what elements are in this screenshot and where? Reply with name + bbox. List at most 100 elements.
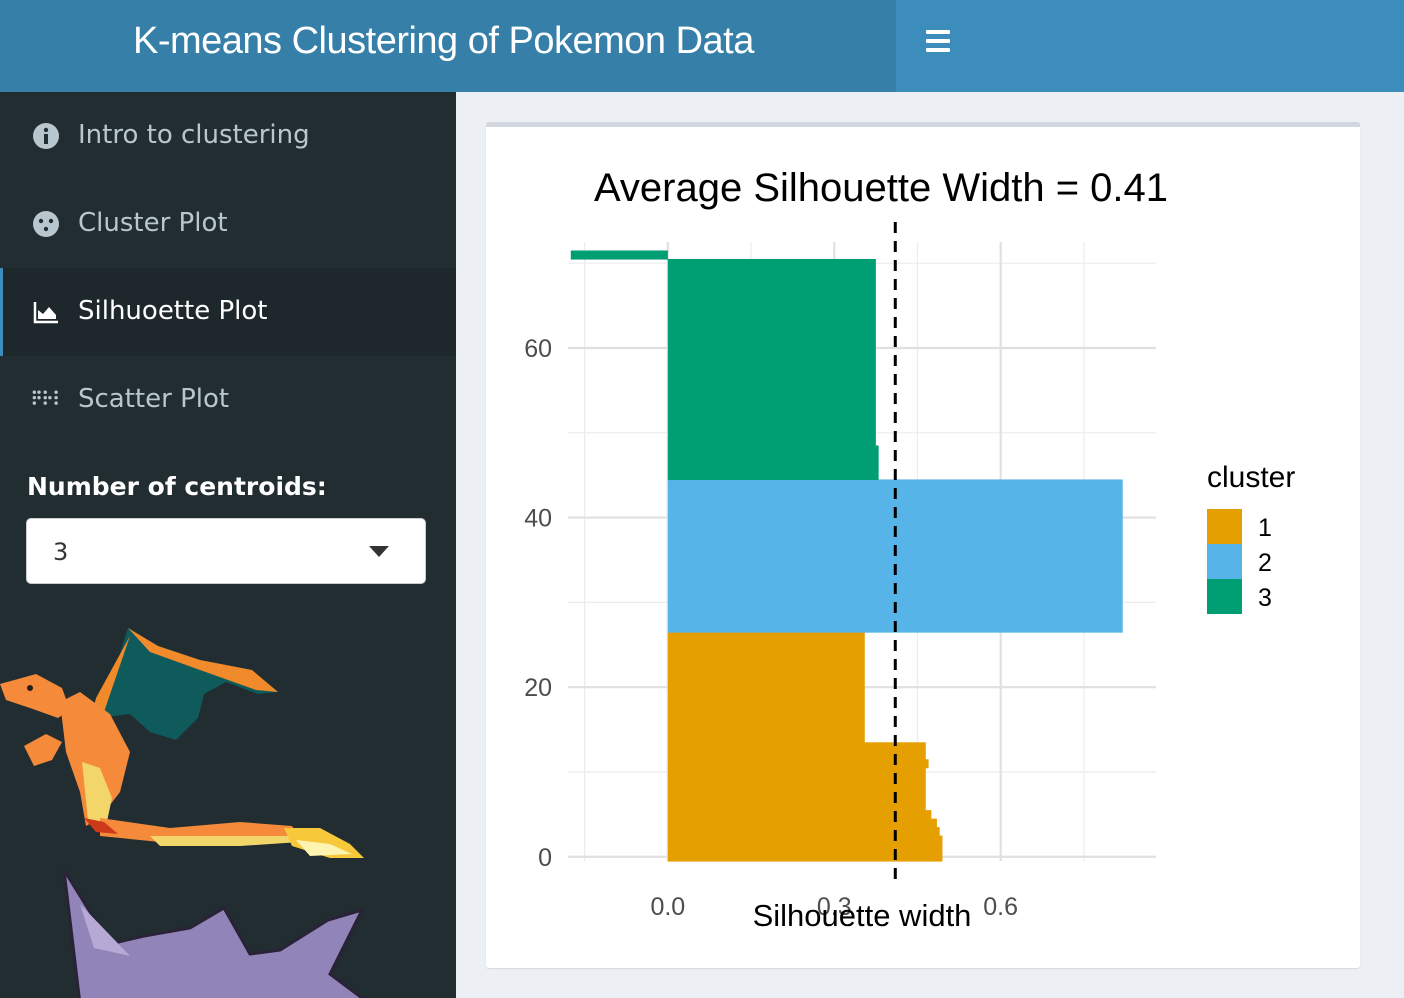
silhouette-bar-cluster-1 (667, 649, 865, 659)
silhouette-bar-cluster-3 (667, 335, 876, 345)
silhouette-bar-cluster-1 (667, 844, 943, 854)
app-title: K-means Clustering of Pokemon Data (133, 20, 754, 62)
silhouette-bar-cluster-3 (667, 292, 876, 302)
x-tick-label: 0.0 (650, 893, 685, 921)
sidebar-item-label: Silhuoette Plot (78, 296, 268, 326)
silhouette-bar-cluster-1 (667, 699, 865, 709)
silhouette-bar-cluster-3 (667, 258, 876, 269)
silhouette-bar-cluster-2 (667, 589, 1123, 599)
legend-swatch-2 (1207, 544, 1242, 579)
silhouette-bar-cluster-2 (667, 538, 1123, 548)
silhouette-bar-cluster-1 (667, 759, 929, 769)
silhouette-bar-cluster-3 (667, 470, 879, 481)
legend: cluster 1 2 3 (1207, 461, 1295, 614)
silhouette-bar-cluster-2 (667, 615, 1123, 625)
silhouette-bar-cluster-1 (667, 827, 940, 837)
brand-bar: K-means Clustering of Pokemon Data (0, 0, 896, 92)
silhouette-bar-cluster-3 (667, 369, 876, 379)
cluster-dots-icon (33, 211, 59, 237)
centroids-select-value: 3 (53, 538, 69, 566)
silhouette-bar-cluster-3 (667, 352, 876, 362)
legend-swatch-3 (1207, 579, 1242, 614)
silhouette-bar-cluster-3 (667, 403, 876, 413)
silhouette-bar-cluster-1 (667, 793, 926, 803)
silhouette-bar-cluster-3 (667, 377, 876, 387)
silhouette-bar-cluster-1 (667, 716, 865, 726)
silhouette-bar-cluster-1 (667, 818, 937, 828)
silhouette-bar-cluster-3 (667, 343, 876, 353)
x-axis-label: Silhouette width (753, 898, 972, 933)
legend-label: 1 (1258, 514, 1272, 542)
silhouette-bar-cluster-1 (667, 632, 865, 642)
y-tick-label: 0 (538, 844, 552, 872)
silhouette-bar-cluster-1 (667, 835, 943, 845)
bars-icon[interactable] (926, 30, 952, 56)
silhouette-bar-cluster-3 (667, 462, 879, 472)
silhouette-bar-cluster-2 (667, 496, 1123, 506)
silhouette-bar-cluster-1 (667, 810, 932, 820)
silhouette-bar-cluster-1 (667, 750, 926, 760)
y-tick-label: 20 (524, 674, 552, 702)
silhouette-bar-cluster-1 (667, 784, 926, 794)
silhouette-bar-cluster-3 (667, 309, 876, 319)
area-chart-icon (33, 302, 58, 324)
silhouette-bar-cluster-3 (667, 394, 876, 404)
silhouette-bar-cluster-1 (667, 691, 865, 701)
silhouette-bar-cluster-3 (667, 386, 876, 396)
silhouette-bar-cluster-1 (667, 708, 865, 718)
top-header: K-means Clustering of Pokemon Data (0, 0, 1404, 92)
silhouette-bar-cluster-3 (667, 275, 876, 285)
silhouette-bar-cluster-3 (667, 284, 876, 294)
silhouette-bar-cluster-1 (667, 674, 865, 684)
silhouette-bar-cluster-1 (667, 852, 943, 862)
silhouette-bar-cluster-3 (667, 267, 876, 277)
caret-down-icon (369, 546, 389, 557)
silhouette-bar-cluster-2 (667, 572, 1123, 582)
legend-swatch-1 (1207, 509, 1242, 544)
sidebar-item-silhouette-plot[interactable]: Silhuoette Plot (0, 268, 456, 356)
sidebar-item-intro[interactable]: Intro to clustering (0, 92, 456, 180)
sidebar: Intro to clustering Cluster Plot Silhuoe… (0, 92, 456, 998)
y-tick-label: 40 (524, 505, 552, 533)
silhouette-bar-cluster-3 (667, 301, 876, 311)
silhouette-bar-cluster-3 (667, 437, 876, 447)
silhouette-plot-box: 0 20 40 60 0.0 0.3 0.6 Average Silhouette Widt… (486, 122, 1360, 968)
charizard-image (0, 628, 364, 858)
silhouette-plot: 0 20 40 60 0.0 0.3 0.6 Average Silhouette Widt… (524, 166, 1295, 933)
silhouette-bar-cluster-1 (667, 801, 926, 811)
silhouette-bar-cluster-1 (667, 640, 865, 650)
silhouette-bar-cluster-3 (667, 445, 879, 455)
sidebar-item-label: Intro to clustering (78, 120, 310, 150)
gengar-image (62, 869, 365, 998)
silhouette-bar-cluster-1 (667, 682, 865, 693)
silhouette-bar-cluster-1 (667, 767, 926, 777)
centroids-label: Number of centroids: (27, 472, 327, 501)
silhouette-bar-cluster-1 (667, 742, 926, 752)
legend-label: 2 (1258, 549, 1272, 577)
braille-icon (32, 390, 58, 405)
silhouette-bar-cluster-3 (667, 318, 876, 328)
silhouette-bar-cluster-3 (667, 326, 876, 336)
sidebar-item-label: Cluster Plot (78, 208, 228, 238)
silhouette-bar-cluster-3 (667, 420, 876, 430)
x-tick-label: 0.3 (817, 893, 852, 921)
silhouette-bar-cluster-2 (667, 479, 1123, 489)
sidebar-item-scatter-plot[interactable]: Scatter Plot (0, 356, 456, 444)
silhouette-bar-cluster-3 (570, 250, 668, 260)
centroids-select[interactable]: 3 (26, 518, 426, 584)
silhouette-bar-cluster-1 (667, 725, 865, 735)
x-tick-label: 0.6 (983, 893, 1018, 921)
silhouette-bar-cluster-1 (667, 665, 865, 676)
silhouette-bar-cluster-1 (667, 733, 865, 743)
y-tick-label: 60 (524, 335, 552, 363)
sidebar-item-label: Scatter Plot (78, 384, 230, 414)
silhouette-bar-cluster-3 (667, 360, 876, 370)
silhouette-bar-cluster-3 (667, 411, 876, 421)
silhouette-bar-cluster-3 (667, 453, 879, 464)
legend-title: cluster (1207, 461, 1295, 494)
silhouette-bar-cluster-2 (667, 555, 1123, 565)
chart-title: Average Silhouette Width = 0.41 (594, 166, 1168, 210)
sidebar-item-cluster-plot[interactable]: Cluster Plot (0, 180, 456, 268)
legend-label: 3 (1258, 584, 1272, 612)
silhouette-bar-cluster-1 (667, 776, 926, 786)
